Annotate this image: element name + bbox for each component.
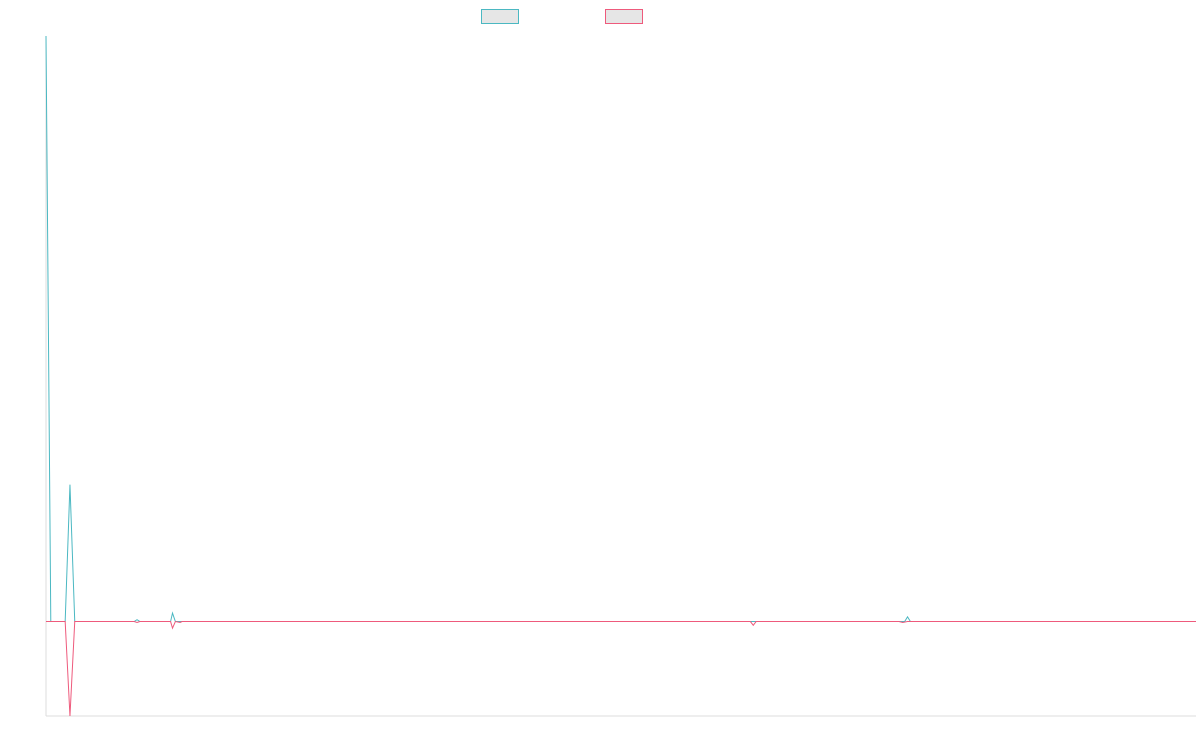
legend: [0, 9, 1200, 27]
legend-swatch-series-b[interactable]: [605, 9, 643, 24]
series-line-b[interactable]: [46, 620, 1196, 717]
legend-swatch-series-a[interactable]: [481, 9, 519, 24]
series-line-a[interactable]: [45, 35, 1196, 623]
